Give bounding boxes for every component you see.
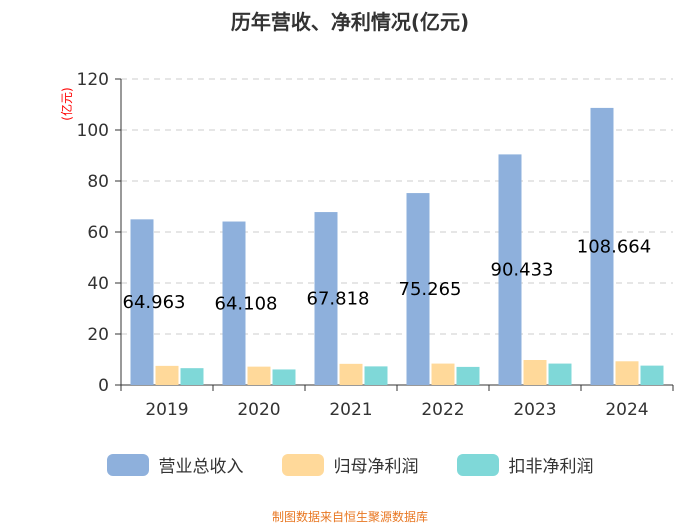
bar-营业总收入-2023	[498, 154, 522, 385]
bar-value-label: 67.818	[307, 289, 370, 310]
source-note: 制图数据来自恒生聚源数据库	[271, 510, 428, 524]
legend-swatch-net-profit	[281, 453, 324, 476]
legend-label-revenue: 营业总收入	[158, 457, 244, 477]
bar-value-label: 64.108	[215, 293, 278, 314]
bar-归母净利润-2022	[431, 363, 455, 385]
legend-swatch-revenue	[106, 453, 149, 476]
y-tick-label: 60	[87, 223, 109, 243]
legend-item-deducted-profit[interactable]: 扣非净利润	[456, 452, 594, 477]
y-tick-label: 100	[77, 121, 109, 141]
y-tick-label: 80	[87, 172, 109, 192]
bar-营业总收入-2024	[590, 107, 614, 385]
y-tick-label: 40	[87, 274, 109, 294]
x-tick-label: 2021	[329, 400, 372, 420]
legend-swatch-deducted-profit	[456, 453, 499, 476]
x-tick-label: 2022	[421, 400, 464, 420]
legend-label-net-profit: 归母净利润	[333, 457, 419, 477]
legend-label-deducted-profit: 扣非净利润	[508, 457, 594, 477]
y-tick-label: 20	[87, 325, 109, 345]
bar-value-label: 75.265	[399, 279, 462, 300]
bar-chart: 0 20 40 60 80 100 120(亿元) 2019 2020 2021 2022 2023 2…	[59, 70, 674, 420]
bar-归母净利润-2021	[339, 363, 363, 385]
bar-扣非净利润-2020	[272, 369, 296, 385]
bar-归母净利润-2023	[523, 360, 547, 385]
y-tick-label: 0	[98, 376, 109, 396]
legend-item-net-profit[interactable]: 归母净利润	[281, 452, 419, 477]
legend: 营业总收入 归母净利润 扣非净利润	[0, 452, 700, 477]
y-tick-label: 120	[77, 70, 109, 90]
y-axis-label: (亿元)	[59, 87, 74, 120]
bar-营业总收入-2020	[222, 221, 246, 385]
bar-扣非净利润-2023	[548, 363, 572, 385]
bar-value-label: 64.963	[123, 292, 186, 313]
bar-value-label: 108.664	[577, 236, 651, 257]
bar-扣非净利润-2024	[640, 365, 664, 385]
x-tick-label: 2020	[237, 400, 280, 420]
chart-title: 历年营收、净利情况(亿元)	[230, 10, 470, 34]
bar-归母净利润-2019	[155, 365, 179, 385]
bar-扣非净利润-2019	[180, 368, 204, 385]
bar-value-label: 90.433	[491, 260, 554, 281]
bar-营业总收入-2022	[406, 193, 430, 385]
bar-营业总收入-2019	[130, 219, 154, 385]
bar-扣非净利润-2022	[456, 366, 480, 385]
x-tick-label: 2024	[605, 400, 648, 420]
bar-归母净利润-2020	[247, 366, 271, 385]
legend-item-revenue[interactable]: 营业总收入	[106, 452, 244, 477]
bar-营业总收入-2021	[314, 212, 338, 385]
x-tick-label: 2019	[145, 400, 188, 420]
x-tick-label: 2023	[513, 400, 556, 420]
bar-归母净利润-2024	[615, 361, 639, 385]
bar-扣非净利润-2021	[364, 366, 388, 385]
